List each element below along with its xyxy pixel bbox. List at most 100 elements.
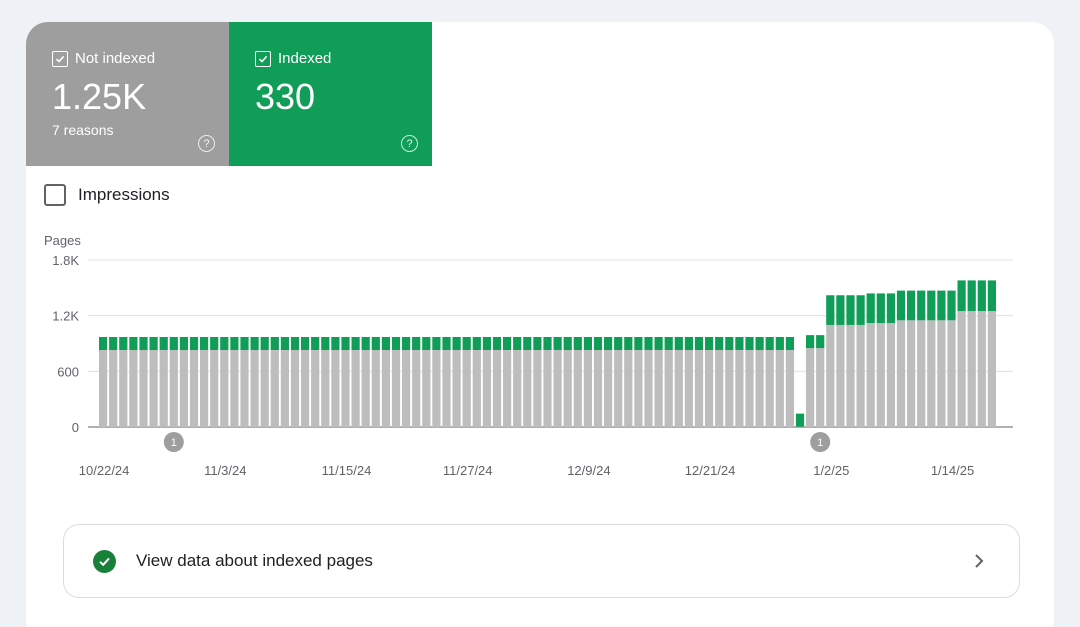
not-indexed-bar xyxy=(987,311,996,427)
not-indexed-bar xyxy=(563,349,572,427)
view-indexed-pages-link[interactable]: View data about indexed pages xyxy=(63,524,1020,598)
not-indexed-bar xyxy=(765,349,774,427)
not-indexed-bar xyxy=(644,349,653,427)
indexed-bar xyxy=(432,337,441,350)
indexed-bar xyxy=(937,290,946,321)
indexed-bar xyxy=(715,337,724,350)
not-indexed-bar xyxy=(240,349,249,427)
indexed-bar xyxy=(482,337,491,350)
not-indexed-bar xyxy=(159,349,168,427)
x-tick-label: 12/9/24 xyxy=(567,463,610,478)
indexed-bar xyxy=(684,337,693,350)
x-tick-label: 1/14/25 xyxy=(931,463,974,478)
not-indexed-bar xyxy=(391,349,401,427)
not-indexed-bar xyxy=(947,320,956,427)
y-tick-label: 1.2K xyxy=(52,309,79,324)
not-indexed-bar xyxy=(250,349,259,427)
not-indexed-bar xyxy=(321,349,330,427)
indexed-bar xyxy=(321,337,330,350)
not-indexed-bar xyxy=(593,349,603,427)
checkbox-checked-icon[interactable] xyxy=(52,50,68,67)
pages-chart: Pages 0 600 1.2K 1.8K 10/22/24 11/3/24 11/15/24… xyxy=(44,233,1013,478)
not-indexed-bar xyxy=(492,349,502,427)
not-indexed-bar xyxy=(735,349,744,427)
indexed-bar xyxy=(634,337,643,350)
indexed-tile[interactable]: Indexed 330 ? xyxy=(229,22,432,166)
indexed-bar xyxy=(270,337,279,350)
not-indexed-bar xyxy=(967,311,976,427)
not-indexed-bar xyxy=(341,349,350,427)
checkbox-checked-icon[interactable] xyxy=(255,50,271,67)
indexed-bar xyxy=(260,337,269,350)
help-icon[interactable]: ? xyxy=(198,135,215,152)
indexed-bar xyxy=(472,337,481,350)
view-indexed-pages-label: View data about indexed pages xyxy=(136,551,373,570)
indexed-bar xyxy=(230,337,239,350)
not-indexed-bar xyxy=(785,349,794,427)
indexed-bar xyxy=(583,337,592,350)
indexed-bar xyxy=(816,335,825,349)
not-indexed-bar xyxy=(220,349,229,427)
not-indexed-bar xyxy=(684,349,693,427)
not-indexed-bar xyxy=(331,349,340,427)
indexed-bar xyxy=(462,337,471,350)
not-indexed-count: 1.25K xyxy=(52,76,147,117)
not-indexed-bar xyxy=(169,349,178,427)
indexed-bar xyxy=(725,337,734,350)
not-indexed-bar xyxy=(634,349,643,427)
indexed-bar xyxy=(977,280,986,312)
indexed-bar xyxy=(755,337,764,350)
indexed-bar xyxy=(795,413,805,427)
not-indexed-bar xyxy=(806,348,815,427)
y-tick-label: 1.8K xyxy=(52,253,79,268)
not-indexed-bar xyxy=(351,349,360,427)
not-indexed-bar xyxy=(210,349,219,427)
indexed-count: 330 xyxy=(255,76,316,117)
not-indexed-bar xyxy=(119,349,128,427)
indexed-bar xyxy=(654,337,663,350)
not-indexed-bar xyxy=(149,349,158,427)
indexed-bar xyxy=(119,337,128,350)
not-indexed-tile[interactable]: Not indexed 1.25K 7 reasons ? xyxy=(26,22,229,166)
indexed-bar xyxy=(99,337,108,350)
not-indexed-bar xyxy=(715,349,724,427)
not-indexed-bar xyxy=(614,349,623,427)
not-indexed-bar xyxy=(230,349,239,427)
not-indexed-label: Not indexed xyxy=(75,50,156,67)
impressions-checkbox[interactable] xyxy=(44,184,66,206)
indexed-bar xyxy=(492,337,502,350)
not-indexed-bar xyxy=(462,349,471,427)
indexed-bar xyxy=(159,337,168,350)
not-indexed-bar xyxy=(583,349,592,427)
not-indexed-bar xyxy=(109,349,118,427)
chevron-right-icon xyxy=(975,554,984,568)
not-indexed-bar xyxy=(846,324,855,427)
indexed-label: Indexed xyxy=(278,50,332,67)
indexed-bar xyxy=(402,337,411,350)
indexed-bar xyxy=(442,337,451,350)
indexed-bar xyxy=(109,337,118,350)
not-indexed-bar xyxy=(482,349,491,427)
indexed-bar xyxy=(806,335,815,349)
indexed-bar xyxy=(240,337,249,350)
not-indexed-bar xyxy=(826,324,835,427)
indexed-bar xyxy=(189,337,199,350)
indexed-bar xyxy=(947,290,956,321)
not-indexed-bar xyxy=(674,349,683,427)
impressions-toggle[interactable]: Impressions xyxy=(44,184,170,206)
indexed-bar xyxy=(341,337,350,350)
help-icon[interactable]: ? xyxy=(401,135,418,152)
indexed-bar xyxy=(351,337,360,350)
not-indexed-bar xyxy=(836,324,845,427)
not-indexed-bar xyxy=(311,349,320,427)
not-indexed-bar xyxy=(604,349,613,427)
indexed-bar xyxy=(543,337,552,350)
indexed-bar xyxy=(563,337,572,350)
not-indexed-bar xyxy=(977,311,986,427)
x-tick-label: 12/21/24 xyxy=(685,463,736,478)
x-tick-label: 10/22/24 xyxy=(79,463,130,478)
not-indexed-bar xyxy=(442,349,451,427)
indexed-bar xyxy=(674,337,683,350)
index-coverage-card: Not indexed 1.25K 7 reasons ? Indexed 33… xyxy=(26,22,1054,627)
not-indexed-bar xyxy=(371,349,380,427)
